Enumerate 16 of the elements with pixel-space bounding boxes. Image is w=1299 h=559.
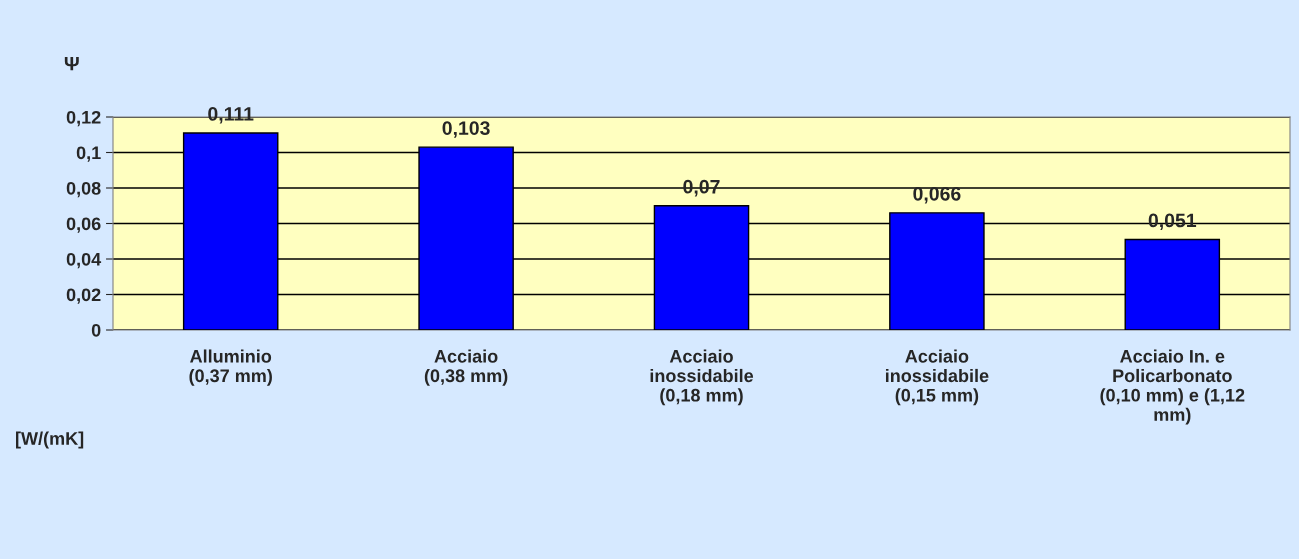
y-tick-label: 0,1 (76, 146, 101, 162)
y-axis-title: Ψ (64, 56, 79, 71)
y-tick-label: 0,04 (66, 252, 102, 269)
x-tick-label: Acciaio In. e Policarbonato (0,10 mm) e (1,12 mm) (1100, 349, 1245, 425)
y-tick-label: 0,12 (66, 110, 101, 127)
text: [W/(mK] (16, 431, 84, 449)
data-label: 0,103 (442, 121, 490, 138)
x-tick-label: Alluminio (0,37 mm) (189, 349, 272, 386)
y-tick-label: 0 (91, 323, 101, 337)
y-tick-label: 0,08 (66, 181, 101, 198)
y-tick-label: 0,02 (66, 288, 101, 304)
data-label: 0,066 (913, 186, 961, 204)
x-tick-label: Acciaio inossidabile (0,15 mm) (885, 349, 989, 406)
x-tick-label: Acciaio inossidabile (0,18 mm) (650, 349, 754, 406)
y-tick-label: 0,06 (66, 217, 101, 233)
x-tick-label: Acciaio (0,38 mm) (424, 349, 508, 386)
